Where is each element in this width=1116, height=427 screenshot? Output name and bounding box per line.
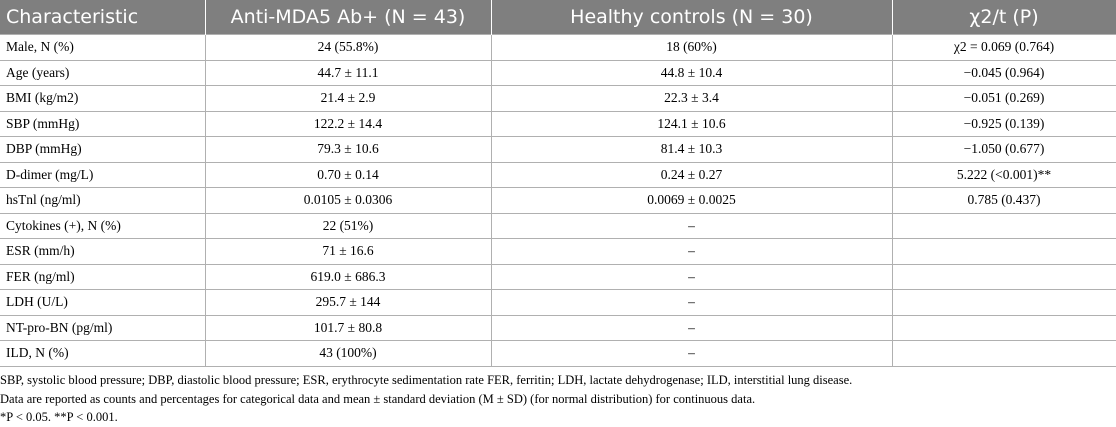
cell-healthy: 18 (60%) — [490, 34, 893, 61]
cell-statistic: 5.222 (<0.001)** — [891, 161, 1116, 188]
row-label: ILD, N (%) — [0, 340, 206, 367]
cell-anti-mda5: 101.7 ± 80.8 — [204, 314, 492, 341]
header-test-statistic: χ2/t (P) — [891, 0, 1116, 35]
cell-anti-mda5: 71 ± 16.6 — [204, 238, 492, 265]
cell-healthy: 81.4 ± 10.3 — [490, 136, 893, 163]
cell-statistic: χ2 = 0.069 (0.764) — [891, 34, 1116, 61]
cell-statistic: −0.925 (0.139) — [891, 110, 1116, 137]
cell-healthy: – — [490, 314, 893, 341]
row-label: BMI (kg/m2) — [0, 85, 206, 112]
cell-healthy: 0.24 ± 0.27 — [490, 161, 893, 188]
characteristics-table: Characteristic Anti-MDA5 Ab+ (N = 43) He… — [0, 0, 1116, 367]
footnote-abbreviations: SBP, systolic blood pressure; DBP, diast… — [0, 373, 853, 387]
cell-healthy: – — [490, 238, 893, 265]
table-row: Age (years) 44.7 ± 11.1 44.8 ± 10.4 −0.045 … — [0, 59, 1116, 86]
table-row: LDH (U/L) 295.7 ± 144– — [0, 289, 1116, 316]
row-label: ESR (mm/h) — [0, 238, 206, 265]
table-row: ILD, N (%) 43 (100%) – — [0, 340, 1116, 367]
table-row: Cytokines (+), N (%) 22 (51%) – — [0, 212, 1116, 239]
row-label: Male, N (%) — [0, 34, 206, 61]
row-label: Age (years) — [0, 59, 206, 86]
cell-healthy: – — [490, 289, 893, 316]
cell-anti-mda5: 79.3 ± 10.6 — [204, 136, 492, 163]
cell-anti-mda5: 22 (51%) — [204, 212, 492, 239]
cell-healthy: – — [490, 212, 893, 239]
cell-anti-mda5: 43 (100%) — [204, 340, 492, 367]
table-row: SBP (mmHg) 122.2 ± 14.4 124.1 ± 10.6 −0.925… — [0, 110, 1116, 137]
cell-statistic — [891, 263, 1116, 290]
row-label: hsTnl (ng/ml) — [0, 187, 206, 214]
cell-healthy: – — [490, 340, 893, 367]
table-row: Male, N (%) 24 (55.8%) 18 (60%) χ2 = 0.069 … — [0, 34, 1116, 61]
cell-healthy: 124.1 ± 10.6 — [490, 110, 893, 137]
cell-anti-mda5: 122.2 ± 14.4 — [204, 110, 492, 137]
footnote-data-description: Data are reported as counts and percenta… — [0, 391, 756, 406]
cell-statistic: −1.050 (0.677) — [891, 136, 1116, 163]
cell-healthy: – — [490, 263, 893, 290]
row-label: SBP (mmHg) — [0, 110, 206, 137]
header-anti-mda5: Anti-MDA5 Ab+ (N = 43) — [204, 0, 492, 35]
cell-anti-mda5: 0.70 ± 0.14 — [204, 161, 492, 188]
row-label: Cytokines (+), N (%) — [0, 212, 206, 239]
table-row: DBP (mmHg) 79.3 ± 10.6 81.4 ± 10.3 −1.050 (… — [0, 136, 1116, 163]
cell-healthy: 22.3 ± 3.4 — [490, 85, 893, 112]
table-footnotes: SBP, systolic blood pressure; DBP, diast… — [0, 371, 1110, 427]
cell-anti-mda5: 44.7 ± 11.1 — [204, 59, 492, 86]
cell-statistic: −0.051 (0.269) — [891, 85, 1116, 112]
cell-healthy: 44.8 ± 10.4 — [490, 59, 893, 86]
cell-anti-mda5: 21.4 ± 2.9 — [204, 85, 492, 112]
cell-statistic — [891, 289, 1116, 316]
cell-statistic: 0.785 (0.437) — [891, 187, 1116, 214]
table-row: BMI (kg/m2) 21.4 ± 2.9 22.3 ± 3.4 −0.051 (0… — [0, 85, 1116, 112]
table-header-row: Characteristic Anti-MDA5 Ab+ (N = 43) He… — [0, 0, 1116, 35]
cell-anti-mda5: 0.0105 ± 0.0306 — [204, 187, 492, 214]
cell-healthy: 0.0069 ± 0.0025 — [490, 187, 893, 214]
row-label: LDH (U/L) — [0, 289, 206, 316]
table-row: D-dimer (mg/L) 0.70 ± 0.14 0.24 ± 0.27 5.22… — [0, 161, 1116, 188]
header-characteristic: Characteristic — [0, 0, 206, 35]
footnote-significance: *P < 0.05. **P < 0.001. — [0, 410, 118, 424]
cell-anti-mda5: 619.0 ± 686.3 — [204, 263, 492, 290]
table-row: hsTnl (ng/ml) 0.0105 ± 0.0306 0.0069 ± 0.0… — [0, 187, 1116, 214]
row-label: DBP (mmHg) — [0, 136, 206, 163]
row-label: NT-pro-BN (pg/ml) — [0, 314, 206, 341]
cell-statistic — [891, 340, 1116, 367]
row-label: FER (ng/ml) — [0, 263, 206, 290]
cell-statistic — [891, 212, 1116, 239]
cell-anti-mda5: 295.7 ± 144 — [204, 289, 492, 316]
row-label: D-dimer (mg/L) — [0, 161, 206, 188]
header-healthy-controls: Healthy controls (N = 30) — [490, 0, 893, 35]
table-row: NT-pro-BN (pg/ml) 101.7 ± 80.8– — [0, 314, 1116, 341]
cell-statistic — [891, 238, 1116, 265]
cell-anti-mda5: 24 (55.8%) — [204, 34, 492, 61]
table-row: ESR (mm/h) 71 ± 16.6– — [0, 238, 1116, 265]
table-row: FER (ng/ml) 619.0 ± 686.3– — [0, 263, 1116, 290]
cell-statistic — [891, 314, 1116, 341]
cell-statistic: −0.045 (0.964) — [891, 59, 1116, 86]
